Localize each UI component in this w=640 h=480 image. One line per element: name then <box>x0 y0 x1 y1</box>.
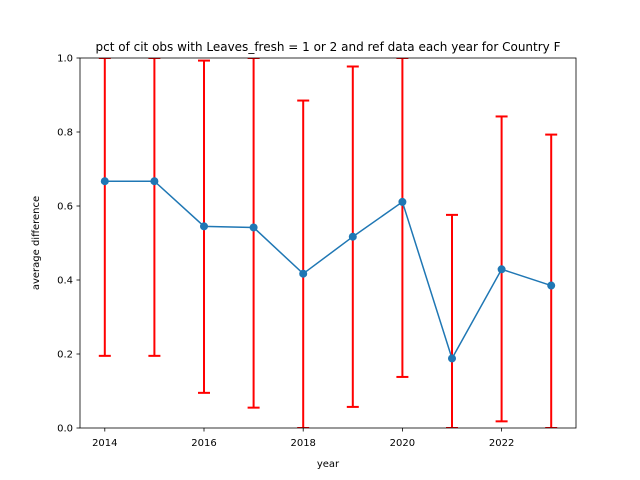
error-bars <box>98 58 558 428</box>
data-point <box>398 197 407 206</box>
x-tick-label: 2014 <box>92 438 117 449</box>
y-tick-label: 1.0 <box>57 54 73 65</box>
y-tick-label: 0.8 <box>57 128 73 139</box>
data-point <box>348 232 357 241</box>
data-point <box>497 265 506 274</box>
data-point <box>299 269 308 278</box>
x-tick-label: 2022 <box>489 438 514 449</box>
data-point <box>100 177 109 186</box>
y-tick-label: 0.6 <box>57 202 73 213</box>
x-tick-label: 2020 <box>390 438 415 449</box>
data-point <box>547 281 556 290</box>
y-tick-label: 0.2 <box>57 350 73 361</box>
y-tick-label: 0.4 <box>57 276 73 287</box>
plot-frame <box>79 57 577 429</box>
x-axis-ticks: 2014 2016 2018 2020 2022 <box>92 428 514 449</box>
chart-title: pct of cit obs with Leaves_fresh = 1 or … <box>96 40 561 54</box>
y-axis-ticks: 0.0 0.2 0.4 0.6 0.8 1.0 <box>57 54 80 435</box>
x-axis-label: year <box>317 459 340 470</box>
x-tick-label: 2016 <box>191 438 216 449</box>
series-lines <box>104 180 552 361</box>
data-point <box>150 177 159 186</box>
y-tick-label: 0.0 <box>57 424 73 435</box>
data-point <box>249 223 258 232</box>
data-point <box>200 222 208 231</box>
series-line <box>104 180 552 361</box>
x-tick-label: 2018 <box>290 438 315 449</box>
series-points <box>100 177 556 363</box>
y-axis-label: average difference <box>31 196 42 290</box>
data-point <box>448 354 456 363</box>
